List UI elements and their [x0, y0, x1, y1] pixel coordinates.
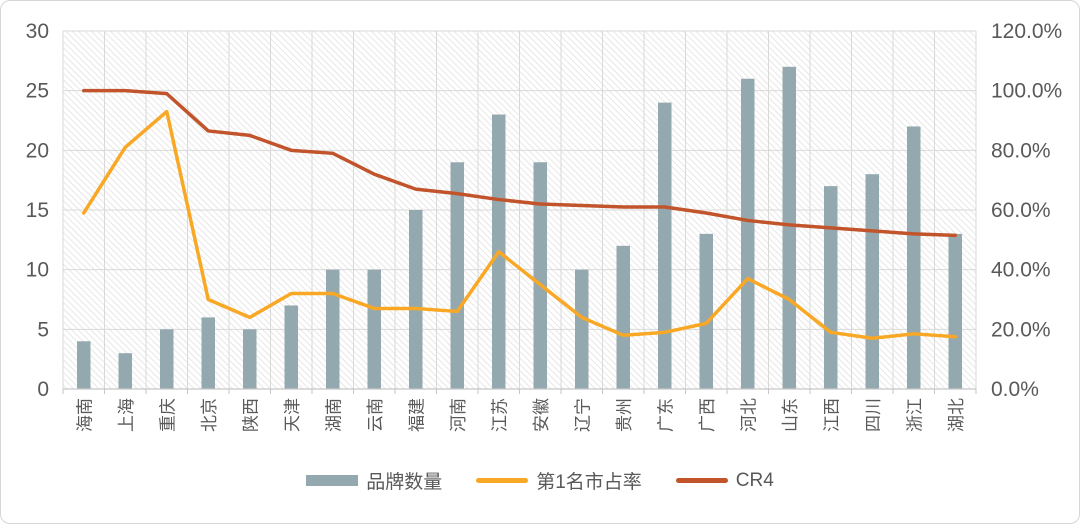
bar [948, 233, 962, 389]
x-axis-label: 云南 [366, 398, 385, 432]
bar [616, 245, 630, 389]
y-axis-left-tick-label: 30 [26, 20, 49, 43]
x-axis-label: 贵州 [615, 398, 634, 432]
bar [782, 66, 796, 390]
y-axis-right-tick-label: 20.0% [991, 318, 1051, 341]
y-axis-left-tick-label: 5 [37, 318, 49, 341]
x-axis-label: 河南 [449, 398, 468, 432]
x-axis-label: 海南 [75, 398, 94, 432]
bar [824, 186, 838, 389]
legend-item-brand-count: 品牌数量 [306, 467, 442, 494]
legend-swatch-top1-share [476, 478, 529, 483]
bar [77, 341, 91, 389]
x-axis-label: 天津 [283, 398, 302, 432]
x-axis-label: 重庆 [158, 398, 177, 432]
legend-label-brand-count: 品牌数量 [366, 472, 443, 493]
x-axis-label: 广东 [656, 398, 675, 432]
x-axis-label: 山东 [781, 398, 800, 432]
legend-item-cr4: CR4 [675, 469, 774, 492]
x-axis-label: 湖南 [324, 398, 343, 432]
bar [741, 78, 755, 389]
x-axis-label: 上海 [117, 398, 136, 432]
bar [367, 269, 381, 389]
x-axis-label: 福建 [407, 398, 426, 432]
x-axis-label: 辽宁 [573, 398, 592, 432]
y-axis-right-tick-label: 100.0% [991, 80, 1062, 103]
bar [201, 317, 215, 389]
y-axis-left-tick-label: 20 [26, 139, 49, 162]
y-axis-left-tick-label: 15 [26, 199, 49, 222]
x-axis-label: 浙江 [905, 398, 924, 432]
x-axis-label: 河北 [739, 398, 758, 432]
y-axis-left-tick-label: 25 [26, 80, 49, 103]
x-axis-label: 江西 [822, 398, 841, 432]
legend-swatch-brand-count [306, 475, 359, 486]
bar [699, 233, 713, 389]
y-axis-right-tick-label: 120.0% [991, 20, 1062, 43]
x-axis-label: 陕西 [241, 398, 260, 432]
bar [865, 174, 879, 389]
legend-label-top1-share: 第1名市占率 [536, 472, 642, 493]
y-axis-right-tick-label: 40.0% [991, 259, 1051, 282]
bar [118, 353, 132, 389]
bar [326, 269, 340, 389]
x-axis-label: 北京 [200, 398, 219, 432]
bar [450, 162, 464, 389]
legend-item-top1-share: 第1名市占率 [476, 467, 642, 494]
bar [409, 210, 423, 389]
bar [533, 162, 547, 389]
x-axis-label: 四川 [864, 398, 883, 432]
y-axis-right-tick-label: 80.0% [991, 139, 1051, 162]
bar [160, 329, 174, 389]
line-cr4 [82, 88, 957, 238]
bar [907, 126, 921, 389]
legend: 品牌数量 第1名市占率 CR4 [1, 467, 1079, 494]
bar [284, 305, 298, 389]
x-axis-label: 湖北 [947, 398, 966, 432]
y-axis-left-tick-label: 0 [37, 378, 49, 401]
x-axis-label: 江苏 [490, 398, 509, 432]
bar [575, 269, 589, 389]
bar [243, 329, 257, 389]
line-top1-share [82, 109, 957, 341]
legend-swatch-cr4 [675, 478, 728, 483]
legend-label-cr4: CR4 [735, 469, 774, 491]
x-axis-label: 广西 [698, 398, 717, 432]
y-axis-right-tick-label: 0.0% [991, 378, 1039, 401]
bar [658, 102, 672, 389]
y-axis-right-tick-label: 60.0% [991, 199, 1051, 222]
y-axis-left-tick-label: 10 [26, 259, 49, 282]
x-axis-label: 安徽 [532, 398, 551, 432]
